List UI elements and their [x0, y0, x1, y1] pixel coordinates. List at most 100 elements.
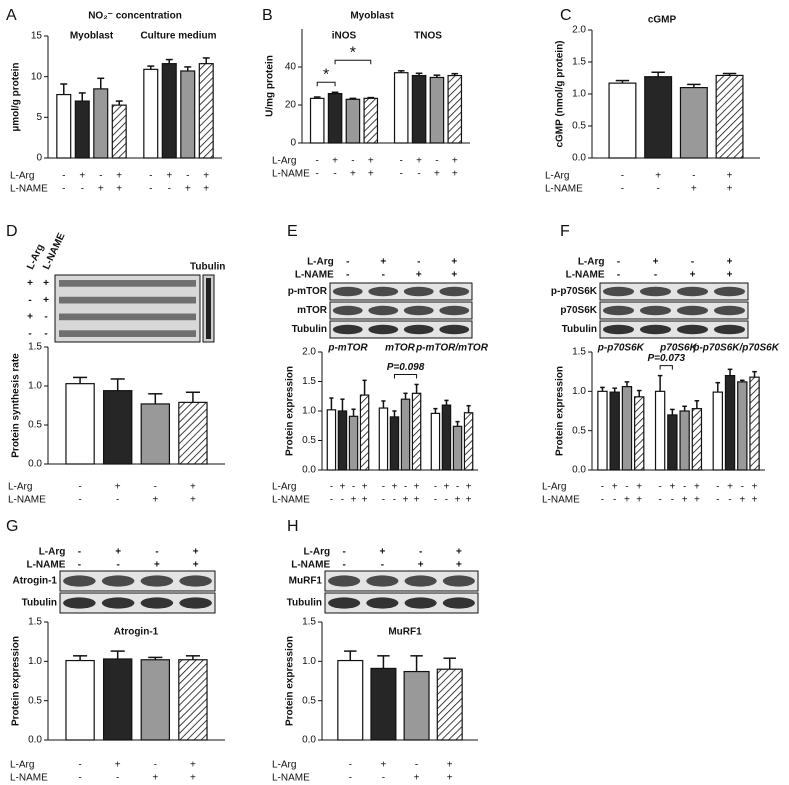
blot-band	[59, 280, 196, 287]
y-axis-label: U/mg protein	[265, 55, 276, 117]
blot-treatment-sign: +	[451, 270, 457, 281]
blot-band-label: Tubulin	[190, 262, 225, 273]
chart-title: Atrogin-1	[114, 627, 159, 638]
bar	[411, 392, 422, 471]
y-tick-label: 1.5	[28, 617, 42, 628]
treatment-sign: +	[116, 171, 122, 182]
treatment-sign: +	[203, 171, 209, 182]
treatment-sign: -	[625, 482, 628, 493]
y-axis-label: Protein expression	[11, 636, 22, 726]
treatment-sign: -	[400, 169, 403, 180]
treatment-sign: +	[452, 169, 458, 180]
group-label: p-p70S6K	[597, 343, 645, 354]
treatment-sign: +	[190, 760, 196, 771]
treatment-label: L-NAME	[542, 495, 580, 506]
blot-treatment-sign: +	[416, 270, 422, 281]
bar	[180, 70, 196, 159]
treatment-sign: -	[99, 171, 102, 182]
treatment-sign: -	[116, 773, 119, 784]
y-tick-label: 0.5	[572, 425, 586, 436]
treatment-label: L-NAME	[545, 184, 583, 195]
blot-band	[366, 575, 399, 587]
treatment-sign: +	[190, 773, 196, 784]
bar	[65, 383, 95, 465]
treatment-sign: -	[333, 169, 336, 180]
blot-treatment-sign: +	[379, 547, 385, 558]
blot-treatment-sign: +	[418, 560, 424, 571]
blot-treatment-label: L-NAME	[26, 560, 65, 571]
treatment-sign: -	[621, 171, 624, 182]
blot-band	[639, 324, 672, 335]
y-tick-label: 1.0	[302, 406, 316, 417]
treatment-sign: -	[400, 156, 403, 167]
bar	[161, 63, 177, 159]
blot-band	[602, 305, 635, 316]
treatment-sign: -	[149, 171, 152, 182]
bar	[140, 403, 171, 465]
blot-treatment-sign: -	[342, 547, 345, 558]
significance-bracket	[334, 59, 372, 65]
group-label: p-mTOR/mTOR	[415, 343, 489, 354]
blot-treatment-label: L-Arg	[303, 547, 330, 558]
bar	[393, 72, 409, 144]
y-tick-label: 1.0	[28, 381, 42, 392]
treatment-sign: -	[601, 495, 604, 506]
treatment-sign: -	[154, 482, 157, 493]
blot-band	[442, 575, 475, 587]
treatment-sign: +	[727, 482, 733, 493]
bar	[463, 412, 474, 471]
blot-treatment-sign: +	[43, 295, 49, 306]
bar	[679, 86, 708, 159]
treatment-sign: -	[613, 495, 616, 506]
treatment-sign: +	[332, 156, 338, 167]
treatment-sign: -	[741, 482, 744, 493]
significance-bracket	[316, 81, 336, 87]
blot-band	[404, 575, 437, 587]
bar	[65, 659, 95, 741]
bar	[74, 100, 90, 159]
treatment-sign: +	[752, 482, 758, 493]
treatment-label: L-Arg	[272, 482, 296, 493]
y-tick-label: 10	[31, 71, 43, 82]
bar	[447, 74, 463, 144]
treatment-label: L-Arg	[272, 760, 296, 771]
bar	[749, 376, 760, 471]
blot-treatment-sign: -	[44, 312, 47, 323]
treatment-sign: -	[728, 495, 731, 506]
bar	[712, 391, 723, 471]
bar	[724, 375, 736, 471]
bar	[326, 409, 337, 471]
y-tick-label: 0.0	[28, 735, 42, 746]
treatment-sign: +	[392, 482, 398, 493]
bar	[621, 386, 633, 471]
blot-band	[602, 324, 635, 335]
treatment-sign: -	[351, 156, 354, 167]
bar	[737, 381, 748, 471]
panel-letter: D	[6, 223, 18, 240]
group-label: iNOS	[332, 31, 357, 42]
blot-treatment-sign: -	[654, 270, 657, 281]
blot-band	[63, 597, 96, 609]
y-tick-label: 0.0	[28, 459, 42, 470]
treatment-sign: -	[601, 482, 604, 493]
treatment-sign: +	[362, 495, 368, 506]
treatment-label: L-NAME	[10, 773, 48, 784]
y-axis-label: Protein expression	[555, 366, 566, 456]
treatment-sign: +	[98, 184, 104, 195]
blot-treatment-sign: +	[193, 547, 199, 558]
treatment-label: L-NAME	[272, 169, 310, 180]
chart-title: NO₂⁻ concentration	[88, 11, 182, 22]
bar	[309, 97, 325, 144]
treatment-sign: -	[658, 495, 661, 506]
y-tick-label: 5	[36, 112, 42, 123]
treatment-sign: -	[671, 495, 674, 506]
significance-bracket	[659, 365, 673, 370]
treatment-label: L-Arg	[542, 482, 566, 493]
bar	[411, 74, 427, 144]
blot-treatment-sign: +	[456, 560, 462, 571]
blot-band	[101, 597, 135, 609]
blot-band	[140, 575, 174, 587]
chart-title: cGMP	[648, 15, 677, 26]
blot-treatment-sign: -	[617, 270, 620, 281]
